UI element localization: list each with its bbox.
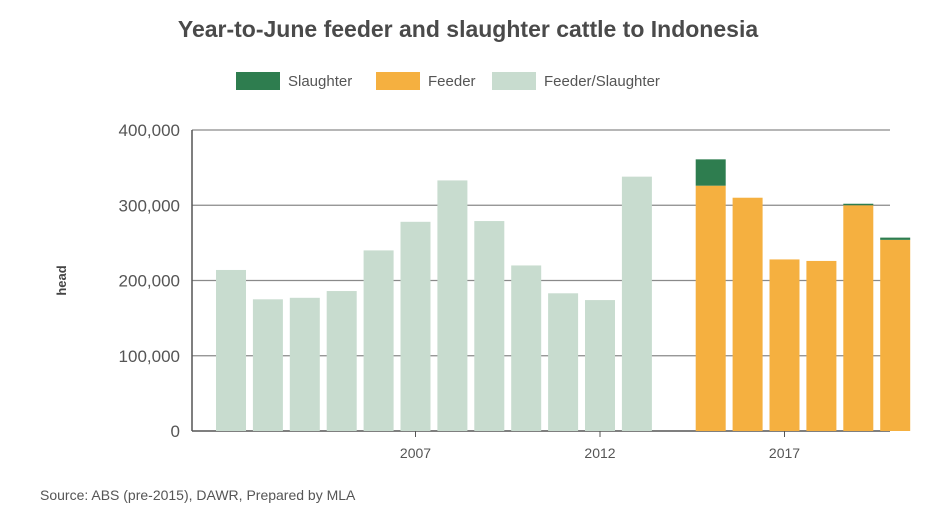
bar-feeder-slaughter-2006 [363,250,394,431]
legend-swatch-slaughter [236,72,280,90]
bar-feeder-2019 [843,205,874,431]
legend-item-feeder: Feeder [376,72,476,90]
legend-item-slaughter: Slaughter [236,72,352,90]
legend-label-slaughter: Slaughter [288,72,353,90]
x-tick-label: 2007 [400,445,431,461]
bar-slaughter-2019 [843,203,874,206]
x-tick-label: 2017 [769,445,800,461]
legend-label-feeder: Feeder [428,72,476,90]
y-tick-label: 200,000 [119,272,180,291]
bar-feeder-2015 [695,185,726,431]
bar-feeder-slaughter-2008 [437,180,468,431]
y-tick-label: 400,000 [119,121,180,140]
bar-feeder-2020 [880,239,911,431]
y-tick-label: 0 [171,422,180,441]
bar-feeder-2016 [732,197,763,431]
bar-slaughter-2015 [695,159,726,186]
bar-feeder-slaughter-2002 [216,269,246,431]
legend-swatch-feeder [376,72,420,90]
y-axis-label: head [54,265,69,295]
y-tick-label: 100,000 [119,347,180,366]
legend-swatch-feeder-slaughter [492,72,536,90]
legend-item-feeder-slaughter: Feeder/Slaughter [492,72,660,90]
bar-feeder-slaughter-2005 [326,291,357,431]
bar-feeder-slaughter-2004 [289,297,320,431]
y-tick-label: 300,000 [119,196,180,215]
bar-feeder-slaughter-2007 [400,221,431,431]
source-note: Source: ABS (pre-2015), DAWR, Prepared b… [40,487,356,503]
legend-label-feeder-slaughter: Feeder/Slaughter [544,72,660,90]
bar-feeder-slaughter-2013 [621,176,652,431]
chart-legend: Slaughter Feeder Feeder/Slaughter [0,72,936,94]
bar-slaughter-2020 [880,237,911,240]
bar-feeder-2017 [769,259,800,431]
x-tick-label: 2012 [584,445,615,461]
chart-title: Year-to-June feeder and slaughter cattle… [177,16,759,42]
bar-feeder-slaughter-2003 [252,299,283,431]
bar-feeder-slaughter-2011 [548,293,579,431]
bar-feeder-slaughter-2009 [474,221,505,431]
bar-feeder-slaughter-2010 [511,265,542,431]
bar-feeder-slaughter-2012 [585,300,615,431]
bar-feeder-2018 [806,260,837,431]
